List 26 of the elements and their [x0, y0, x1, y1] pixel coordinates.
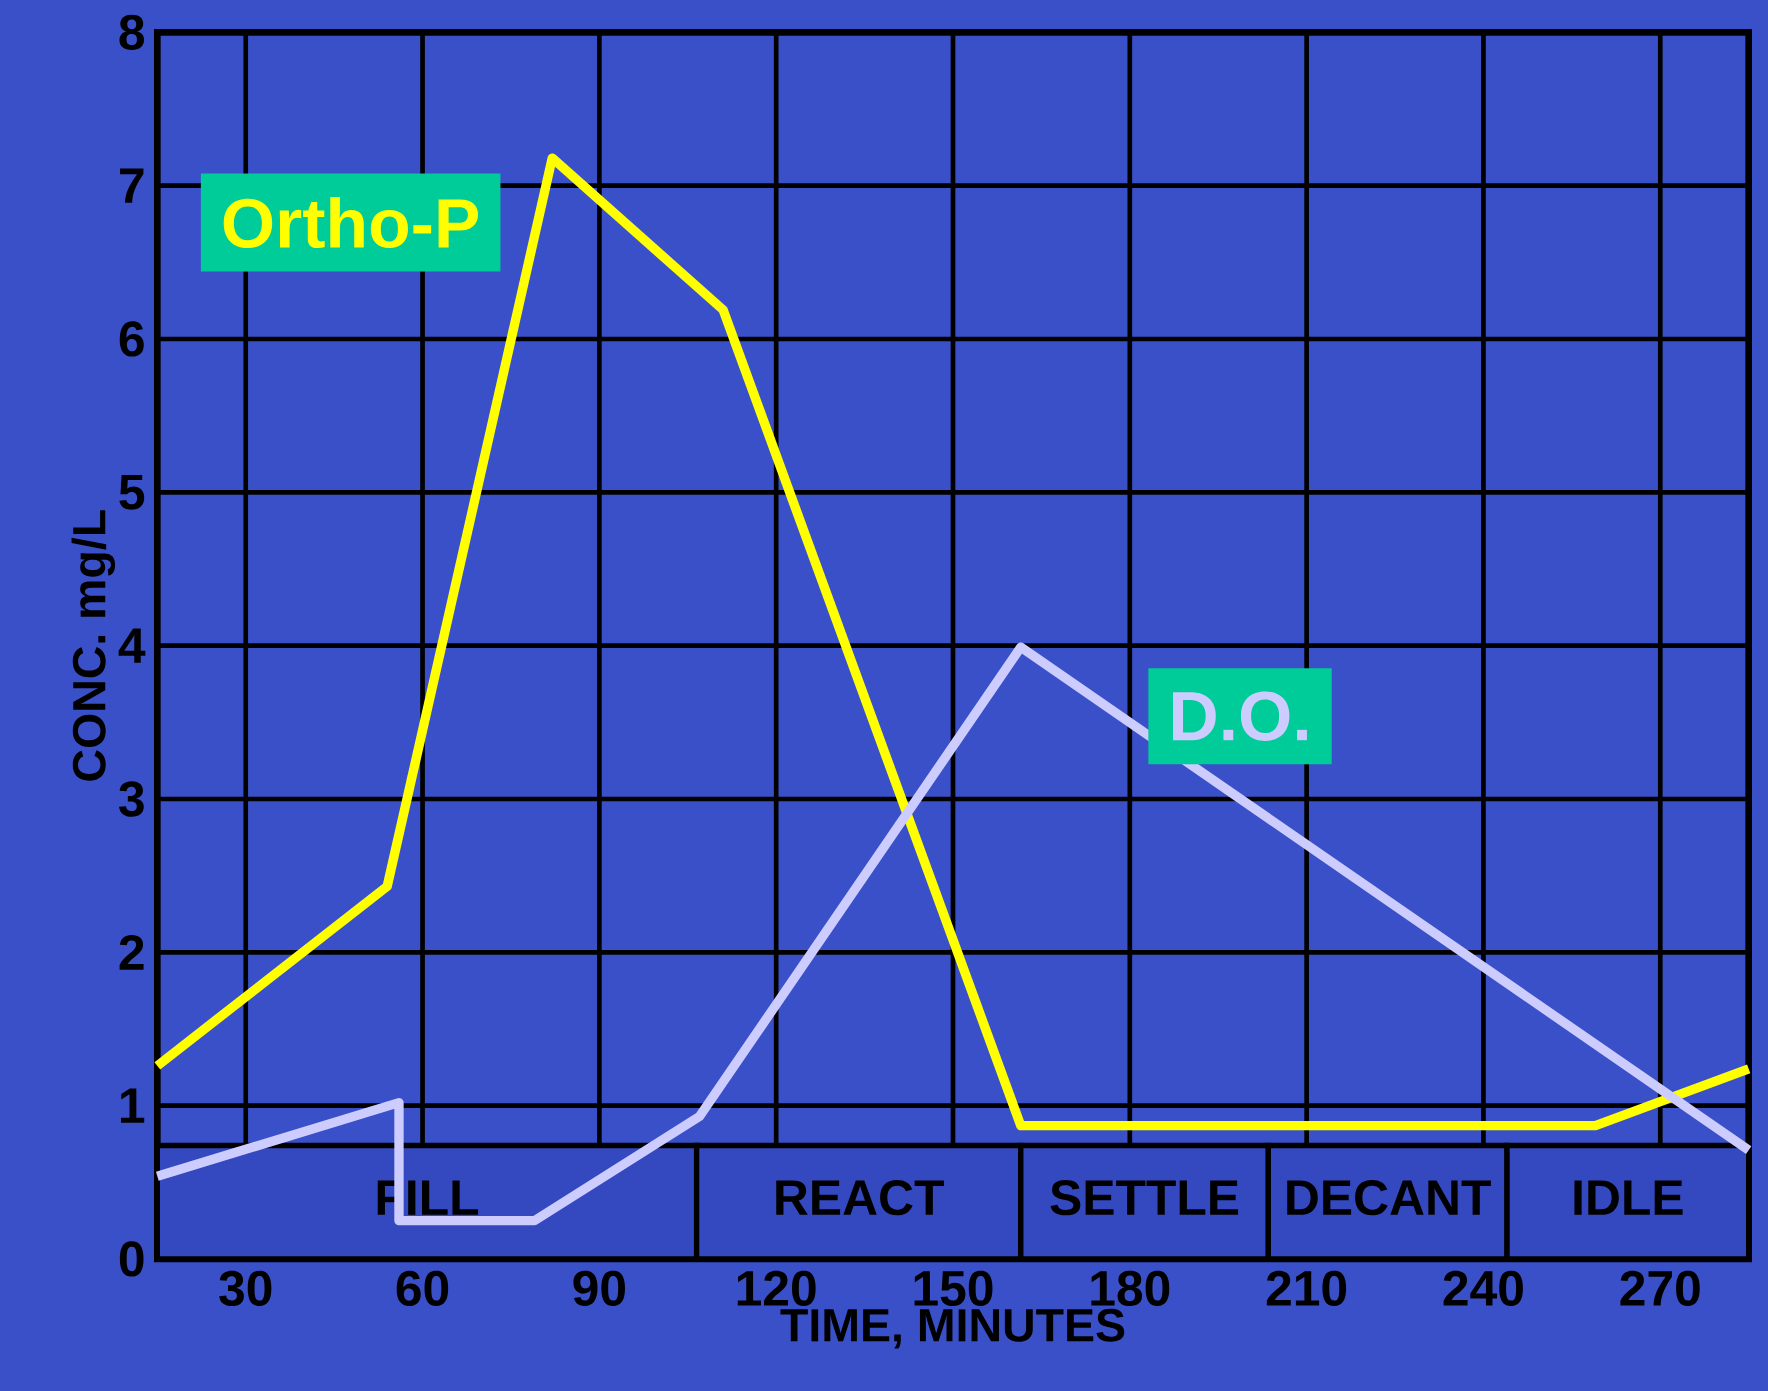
band-label: IDLE	[1574, 1180, 1683, 1215]
series-label: D.O.	[1173, 691, 1307, 741]
band-label: DECANT	[1287, 1180, 1491, 1216]
x-tick-label: 150	[914, 1270, 993, 1306]
y-tick-label: 5	[119, 474, 145, 510]
x-tick-label: 240	[1443, 1270, 1523, 1306]
x-tick-label: 270	[1620, 1270, 1700, 1306]
y-tick-label: 1	[121, 1088, 145, 1123]
y-tick-label: 0	[119, 1241, 144, 1277]
y-tick-label: 4	[118, 628, 146, 663]
x-tick-label: 180	[1091, 1270, 1170, 1306]
x-tick-label: 90	[573, 1270, 625, 1306]
x-axis-title: TIME, MINUTES	[780, 1308, 1125, 1349]
y-tick-label: 8	[119, 14, 145, 50]
band-label: SETTLE	[1050, 1180, 1239, 1216]
y-tick-label: 2	[119, 934, 144, 970]
y-tick-label: 7	[120, 168, 144, 203]
y-tick-label: 6	[119, 321, 144, 357]
series-label: Ortho-P	[223, 196, 479, 249]
x-tick-label: 60	[396, 1270, 449, 1306]
y-tick-label: 3	[119, 781, 144, 817]
x-tick-label: 120	[737, 1270, 816, 1306]
x-tick-label: 210	[1266, 1270, 1347, 1306]
x-tick-label: 30	[219, 1270, 272, 1307]
y-axis-title: CONC. mg/L	[71, 510, 116, 781]
band-label: REACT	[776, 1180, 944, 1216]
